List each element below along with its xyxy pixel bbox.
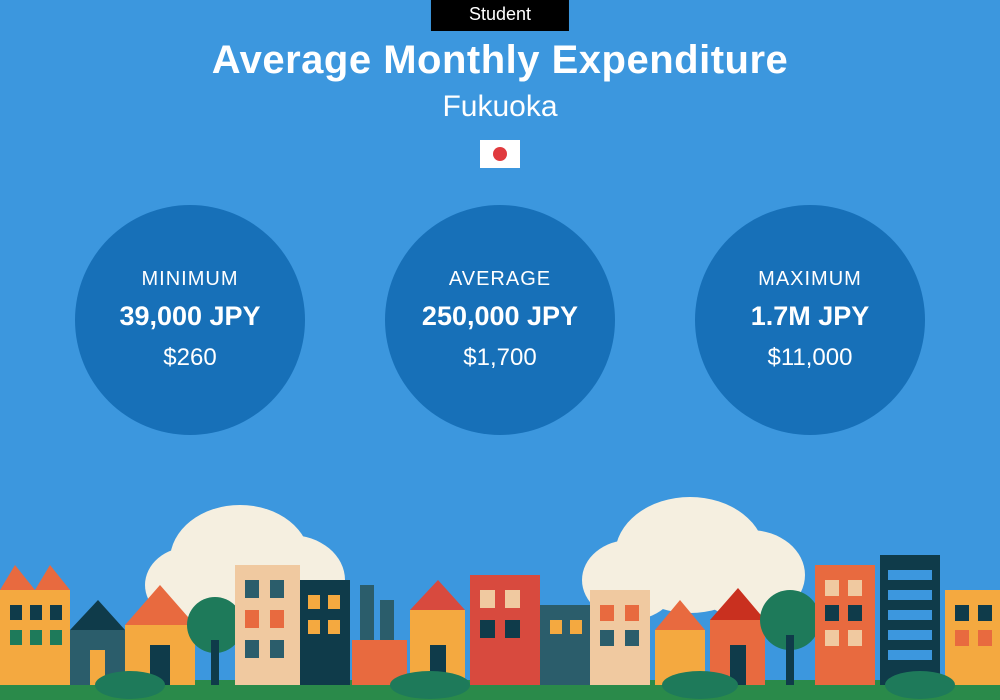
stat-usd: $1,700: [463, 344, 536, 372]
japan-flag-icon: [480, 140, 520, 168]
city-subtitle: Fukuoka: [0, 90, 1000, 124]
page-title: Average Monthly Expenditure: [0, 38, 1000, 83]
stat-label: MAXIMUM: [758, 268, 862, 291]
stat-average: AVERAGE 250,000 JPY $1,700: [385, 205, 615, 435]
category-badge: Student: [431, 0, 569, 31]
stat-maximum: MAXIMUM 1.7M JPY $11,000: [695, 205, 925, 435]
cityscape-illustration: [0, 470, 1000, 700]
stat-label: AVERAGE: [449, 268, 551, 291]
stats-row: MINIMUM 39,000 JPY $260 AVERAGE 250,000 …: [0, 205, 1000, 435]
flag-dot: [493, 147, 507, 161]
stat-usd: $11,000: [768, 344, 853, 372]
stat-usd: $260: [163, 344, 216, 372]
stat-value: 250,000 JPY: [422, 301, 578, 332]
stat-label: MINIMUM: [142, 268, 239, 291]
stat-value: 39,000 JPY: [119, 301, 260, 332]
stat-minimum: MINIMUM 39,000 JPY $260: [75, 205, 305, 435]
stat-value: 1.7M JPY: [751, 301, 870, 332]
